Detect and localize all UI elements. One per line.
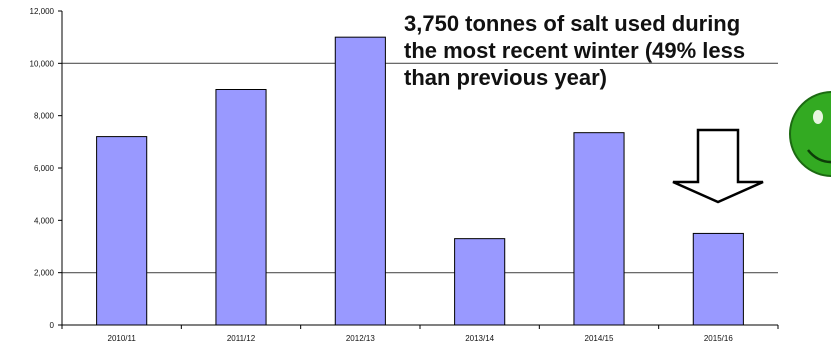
- y-tick-label: 6,000: [34, 164, 55, 173]
- bar-2010-11: [96, 136, 148, 326]
- x-tick-label: 2011/12: [227, 334, 256, 343]
- bar-2013-14: [454, 238, 506, 326]
- bar-2012-13: [334, 36, 386, 326]
- bars: [96, 36, 744, 326]
- x-tick-label: 2010/11: [108, 334, 137, 343]
- x-tick-label: 2015/16: [704, 334, 733, 343]
- x-tick-label: 2014/15: [585, 334, 614, 343]
- y-tick-label: 8,000: [34, 112, 55, 121]
- gridlines: [62, 62, 778, 274]
- annotation-text: 3,750 tonnes of salt used during the mos…: [404, 11, 746, 90]
- bar-2014-15: [573, 132, 625, 326]
- y-axis-ticks: 0 2,000 4,000 6,000 8,000 10,000 12,000: [30, 7, 62, 330]
- x-axis-ticks: 2010/11 2011/12 2012/13 2013/14 2014/15 2015/…: [61, 325, 779, 343]
- bar-2015-16: [692, 232, 744, 326]
- down-arrow-icon: [672, 128, 764, 204]
- y-tick-label: 10,000: [30, 59, 55, 68]
- y-tick-label: 2,000: [34, 269, 55, 278]
- bar-2011-12: [215, 89, 267, 326]
- y-tick-label: 12,000: [30, 7, 55, 16]
- x-tick-label: 2013/14: [465, 334, 494, 343]
- y-tick-label: 0: [50, 321, 55, 330]
- green-smiley-icon: [789, 91, 831, 177]
- y-tick-label: 4,000: [34, 216, 55, 225]
- x-tick-label: 2012/13: [346, 334, 375, 343]
